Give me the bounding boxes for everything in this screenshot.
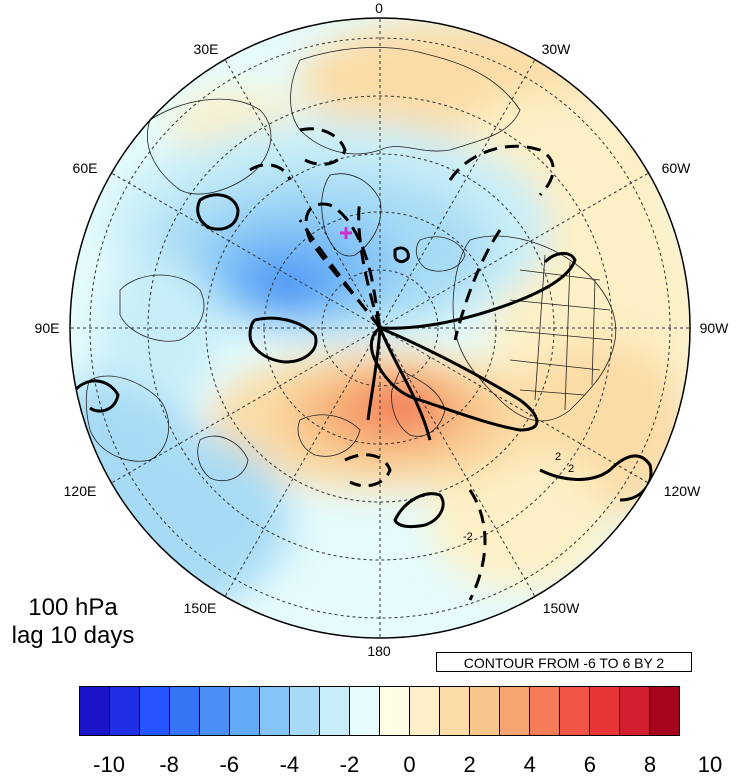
colorbar-tick-label: 6 [583, 752, 596, 777]
colorbar-cell [140, 687, 170, 735]
lon-label-120e: 120E [63, 483, 97, 499]
colorbar-cell [590, 687, 620, 735]
lon-label-150w: 150W [542, 600, 580, 616]
colorbar-cell [170, 687, 200, 735]
colorbar-tick-label: 4 [523, 752, 536, 777]
contour-label-1: 2 [568, 463, 574, 475]
colorbar-cell [650, 687, 679, 735]
contour-info-box: CONTOUR FROM -6 TO 6 BY 2 [436, 652, 692, 672]
colorbar-cell [80, 687, 110, 735]
colorbar-cell [350, 687, 380, 735]
plot-title-lag: lag 10 days [11, 622, 135, 649]
colorbar [79, 686, 680, 736]
colorbar-tick-label: -10 [93, 752, 125, 777]
colorbar-tick-label: 8 [643, 752, 657, 777]
location-marker [340, 227, 352, 239]
colorbar-tick-label: 2 [463, 752, 476, 777]
colorbar-cell [110, 687, 140, 735]
lon-label-0: 0 [375, 0, 383, 16]
lon-label-60w: 60W [661, 160, 691, 176]
plot-title-level: 100 hPa [28, 594, 118, 621]
colorbar-tick-label: -6 [219, 752, 240, 777]
colorbar-cell [200, 687, 230, 735]
lon-label-30e: 30E [193, 41, 219, 57]
lon-label-60e: 60E [72, 160, 98, 176]
colorbar-tick-label: -4 [279, 752, 300, 777]
colorbar-cell [380, 687, 410, 735]
contour-label-2: -2 [463, 531, 473, 543]
colorbar-tick-label: -2 [339, 752, 360, 777]
colorbar-cell [290, 687, 320, 735]
lon-label-150e: 150E [183, 600, 217, 616]
map-boundary [69, 17, 691, 639]
colorbar-tick-label: 10 [697, 752, 723, 777]
colorbar-cell [260, 687, 290, 735]
lon-label-30w: 30W [541, 41, 571, 57]
lon-label-180: 180 [367, 643, 391, 659]
colorbar-tick-label: 0 [403, 752, 416, 777]
colorbar-cell [230, 687, 260, 735]
lon-label-90w: 90W [699, 320, 729, 336]
lon-label-120w: 120W [663, 483, 701, 499]
colorbar-tick-label: -8 [159, 752, 179, 777]
colorbar-cell [410, 687, 440, 735]
colorbar-cell [320, 687, 350, 735]
contour-label-3: 2 [555, 451, 561, 463]
colorbar-cell [530, 687, 560, 735]
colorbar-cell [560, 687, 590, 735]
lon-label-90e: 90E [34, 320, 60, 336]
colorbar-cell [500, 687, 530, 735]
colorbar-cell [440, 687, 470, 735]
colorbar-cell [470, 687, 500, 735]
colorbar-cell [620, 687, 650, 735]
